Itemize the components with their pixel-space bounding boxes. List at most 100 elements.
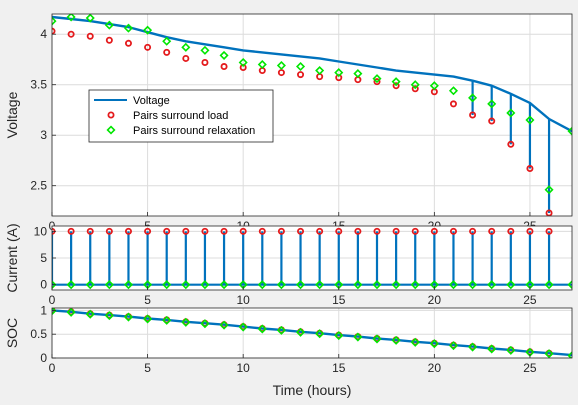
voltage-relax-marker-13 [295, 61, 306, 72]
soc-relax-marker-23 [487, 344, 497, 354]
current-relax-marker-7 [181, 280, 191, 290]
current-load-marker-20 [430, 227, 438, 235]
soc-xtick-label-1: 5 [144, 361, 151, 375]
voltage-load-marker-4 [124, 39, 132, 47]
voltage-load-marker-25 [526, 165, 534, 173]
voltage-ytick-label-3: 4 [40, 27, 47, 41]
soc-relax-marker-19 [410, 337, 420, 347]
soc-xtick-label-3: 15 [332, 361, 346, 375]
current-relax-marker-16 [353, 280, 363, 290]
voltage-relax-marker-24 [506, 108, 516, 118]
soc-data-layer [52, 308, 572, 358]
voltage-relax-marker-21 [448, 86, 459, 96]
soc-relax-marker-18 [391, 335, 401, 345]
soc-ylabel: SOC [4, 318, 20, 348]
soc-line [52, 309, 572, 357]
voltage-load-marker-13 [297, 71, 305, 79]
current-xtick-label-1: 5 [144, 293, 151, 307]
voltage-load-marker-5 [144, 43, 152, 51]
current-load-marker-3 [105, 227, 113, 235]
current-ytick-label-1: 5 [40, 251, 47, 265]
current-relax-marker-6 [162, 280, 172, 290]
voltage-relax-marker-23 [487, 99, 497, 109]
current-relax-marker-22 [468, 280, 478, 290]
soc-relax-marker-22 [468, 342, 478, 352]
legend-marker-2 [106, 125, 116, 135]
legend-label-1: Pairs surround load [133, 110, 228, 122]
soc-relax-marker-10 [238, 322, 248, 332]
voltage-relax-marker-9 [219, 50, 229, 60]
voltage-relax-marker-14 [315, 66, 325, 76]
current-load-marker-10 [239, 227, 247, 235]
current-xtick-label-4: 20 [428, 293, 442, 307]
soc-relax-marker-13 [295, 327, 306, 337]
soc-xtick-label-2: 10 [236, 361, 250, 375]
voltage-relax-marker-19 [410, 80, 420, 90]
current-relax-marker-11 [257, 280, 267, 290]
voltage-relax-marker-12 [276, 60, 286, 71]
voltage-relax-marker-5 [143, 25, 153, 35]
voltage-relax-marker-10 [238, 57, 248, 68]
current-relax-marker-23 [487, 280, 497, 290]
voltage-load-marker-26 [545, 209, 553, 216]
current-load-marker-18 [392, 227, 400, 235]
soc-relax-marker-2 [85, 309, 95, 319]
voltage-relax-marker-17 [372, 74, 382, 84]
current-relax-marker-2 [85, 280, 95, 290]
current-load-marker-15 [335, 227, 343, 235]
current-load-marker-8 [201, 227, 209, 235]
soc-relax-marker-27 [567, 351, 572, 358]
current-relax-marker-12 [276, 280, 286, 290]
current-relax-marker-3 [104, 280, 114, 290]
current-relax-marker-4 [123, 280, 134, 290]
voltage-load-marker-24 [507, 140, 515, 148]
current-relax-marker-19 [410, 280, 420, 290]
current-load-marker-11 [258, 227, 266, 235]
current-load-marker-19 [411, 227, 419, 235]
current-relax-marker-18 [391, 280, 401, 290]
legend-label-0: Voltage [133, 95, 170, 107]
soc-relax-marker-14 [315, 329, 325, 339]
current-load-marker-14 [316, 227, 324, 235]
voltage-relax-marker-8 [200, 45, 210, 55]
current-relax-marker-21 [448, 280, 459, 290]
current-relax-marker-0 [52, 280, 57, 290]
soc-relax-marker-4 [123, 312, 134, 322]
voltage-relax-marker-15 [334, 68, 344, 78]
soc-relax-marker-12 [276, 325, 286, 335]
current-ytick-label-0: 0 [40, 278, 47, 292]
current-xtick-label-5: 25 [523, 293, 537, 307]
voltage-relax-marker-7 [181, 42, 191, 52]
voltage-relax-marker-6 [162, 36, 172, 46]
soc-relax-marker-16 [353, 332, 363, 342]
soc-ytick-label-2: 1 [40, 303, 47, 317]
soc-relax-marker-24 [506, 345, 516, 355]
voltage-load-marker-22 [469, 111, 477, 119]
voltage-load-marker-1 [67, 30, 75, 38]
current-relax-marker-13 [295, 280, 306, 290]
voltage-ylabel: Voltage [4, 91, 20, 138]
legend-box [88, 89, 274, 143]
current-xtick-label-2: 10 [236, 293, 250, 307]
soc-relax-marker-1 [66, 308, 76, 317]
soc-subplot: 0 5 10 15 20 25 0 0.5 1 SOC Time (hours) [4, 303, 573, 398]
soc-relax-marker-7 [181, 317, 191, 327]
soc-xtick-label-5: 25 [523, 361, 537, 375]
soc-relax-marker-21 [448, 341, 459, 351]
current-load-marker-2 [86, 227, 94, 235]
current-load-marker-6 [163, 227, 171, 235]
current-load-marker-21 [449, 227, 457, 235]
current-xtick-label-3: 15 [332, 293, 346, 307]
legend-label-2: Pairs surround relaxation [133, 125, 255, 137]
voltage-relax-marker-22 [468, 93, 478, 103]
voltage-relax-marker-25 [525, 115, 535, 125]
soc-relax-marker-6 [162, 315, 172, 325]
soc-relax-marker-0 [52, 308, 57, 316]
current-load-marker-7 [182, 227, 190, 235]
voltage-relax-marker-26 [544, 185, 554, 195]
soc-relax-marker-17 [372, 334, 382, 344]
current-relax-marker-17 [372, 280, 382, 290]
current-relax-marker-8 [200, 280, 210, 290]
voltage-load-marker-18 [392, 82, 400, 90]
current-data-layer [52, 227, 572, 290]
